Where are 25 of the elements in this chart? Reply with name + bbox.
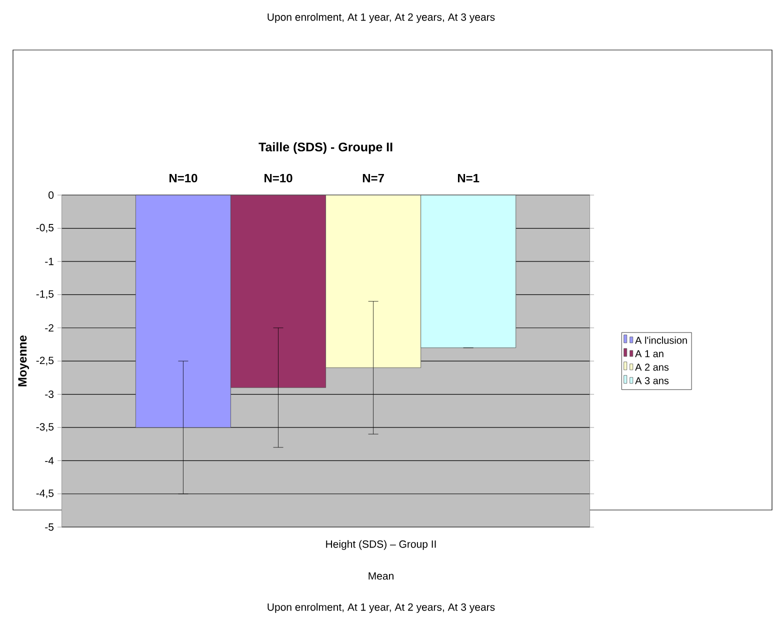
legend-label: A l'inclusion — [635, 336, 687, 344]
y-tick-label: 0 — [48, 191, 54, 199]
y-axis-title: Moyenne — [18, 335, 30, 386]
text: N=10 — [264, 174, 292, 182]
y-tick-label: -1 — [45, 258, 54, 266]
text: N=1 — [458, 174, 480, 182]
text: Upon enrolment, At 1 year, At 2 years, At 3 years — [268, 13, 495, 23]
y-tick-label: -5 — [45, 523, 54, 531]
y-tick-label: -0,5 — [36, 224, 54, 233]
legend-label: A 2 ans — [635, 364, 669, 371]
text: N=7 — [362, 174, 384, 182]
text: N=10 — [170, 174, 198, 182]
chart-title: Taille (SDS) - Groupe II — [258, 142, 392, 154]
y-tick-label: -4,5 — [36, 490, 54, 498]
text: Upon enrolment, At 1 year, At 2 years, At 3 years — [268, 603, 495, 613]
text: Mean — [368, 572, 394, 580]
y-tick-label: -2 — [45, 324, 54, 332]
y-tick-label: -3,5 — [36, 423, 54, 432]
y-tick-label: -3 — [45, 390, 54, 398]
legend-label: A 3 ans — [635, 377, 669, 384]
text: Height (SDS) – Group II — [326, 540, 436, 550]
y-tick-label: -1,5 — [36, 290, 54, 299]
legend-label: A 1 an — [635, 350, 664, 358]
y-tick-label: -2,5 — [36, 356, 54, 366]
y-tick-label: -4 — [45, 457, 54, 464]
